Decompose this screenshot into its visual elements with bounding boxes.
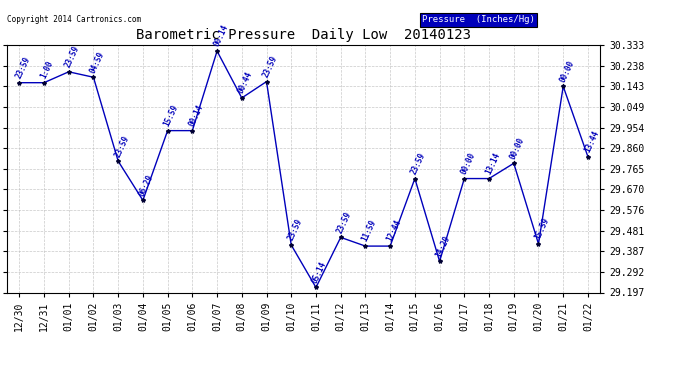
- Text: 23:59: 23:59: [63, 44, 81, 69]
- Text: 23:59: 23:59: [14, 55, 32, 80]
- Text: 15:59: 15:59: [533, 216, 551, 241]
- Text: 23:59: 23:59: [409, 151, 427, 176]
- Text: 12:44: 12:44: [385, 219, 403, 243]
- Text: 23:59: 23:59: [112, 134, 130, 158]
- Text: 00:00: 00:00: [509, 136, 526, 160]
- Text: 00:00: 00:00: [459, 151, 477, 176]
- Text: 23:59: 23:59: [286, 217, 304, 242]
- Text: 11:59: 11:59: [360, 219, 378, 243]
- Text: 14:29: 14:29: [434, 234, 452, 259]
- Text: 00:44: 00:44: [237, 70, 255, 95]
- Text: 1:00: 1:00: [39, 59, 55, 80]
- Text: Pressure  (Inches/Hg): Pressure (Inches/Hg): [422, 15, 535, 24]
- Text: 15:59: 15:59: [162, 103, 180, 128]
- Text: 04:59: 04:59: [88, 50, 106, 75]
- Text: 00:14: 00:14: [187, 103, 205, 128]
- Text: 13:44: 13:44: [582, 129, 600, 154]
- Text: 23:59: 23:59: [261, 54, 279, 79]
- Text: Copyright 2014 Cartronics.com: Copyright 2014 Cartronics.com: [7, 15, 141, 24]
- Text: 06:29: 06:29: [137, 173, 155, 198]
- Text: 13:14: 13:14: [484, 151, 502, 176]
- Title: Barometric Pressure  Daily Low  20140123: Barometric Pressure Daily Low 20140123: [136, 28, 471, 42]
- Text: 00:00: 00:00: [558, 59, 575, 84]
- Text: 23:59: 23:59: [335, 210, 353, 235]
- Text: 05:14: 05:14: [310, 260, 328, 285]
- Text: 00:14: 00:14: [212, 24, 230, 48]
